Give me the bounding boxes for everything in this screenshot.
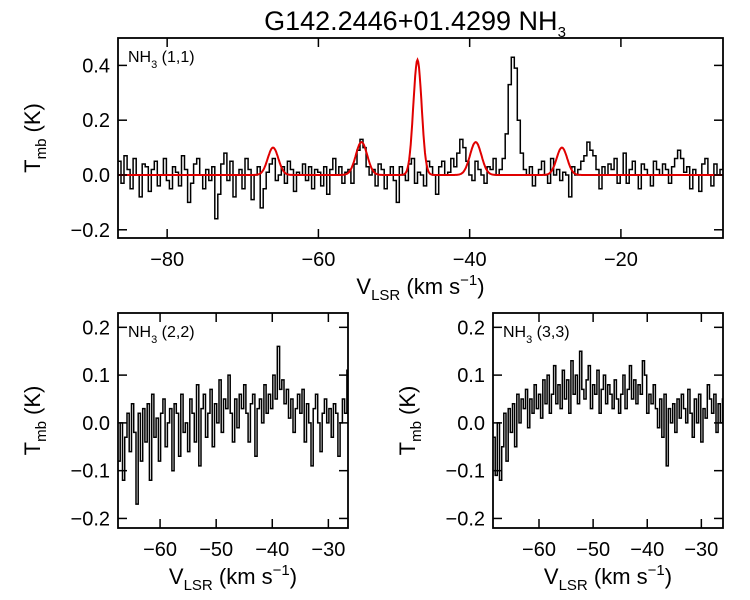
y-tick-label: −0.2 — [71, 220, 110, 242]
plot-frame-panel-1 — [117, 37, 724, 239]
x-tick-label: −20 — [604, 249, 638, 271]
x-tick-label: −50 — [199, 539, 233, 561]
x-axis-label: VLSR (km s−1) — [356, 272, 484, 304]
chart-panel-1: −80 −60 −40 −20 −0.2 0.0 0.2 0.4 NH3 (1,1) VLSR (… — [20, 37, 724, 304]
panel-label: NH3 (2,2) — [128, 324, 195, 346]
x-tick-label: −40 — [255, 539, 289, 561]
panels-group: −80 −60 −40 −20 −0.2 0.0 0.2 0.4 NH3 (1,1) VLSR (… — [20, 37, 724, 594]
y-axis-label-group: Tmb (K) — [20, 103, 50, 173]
y-tick-label: −0.2 — [71, 508, 110, 530]
figure-title: G142.2446+01.4299 NH3 — [264, 6, 566, 41]
x-axis-label: VLSR (km s−1) — [544, 562, 672, 594]
x-tick-label: −50 — [576, 539, 610, 561]
chart-panel-3: −60 −50 −40 −30 −0.2 −0.1 0.0 0.1 0.2 NH3 (3,3) VL… — [395, 312, 724, 594]
y-tick-label: −0.1 — [71, 461, 110, 483]
x-tick-label: −40 — [630, 539, 664, 561]
x-tick-label: −30 — [684, 539, 718, 561]
x-tick-label: −30 — [311, 539, 345, 561]
x-axis-label: VLSR (km s−1) — [169, 562, 297, 594]
x-tick-label: −40 — [453, 249, 487, 271]
spectrum-line-panel-2 — [118, 345, 348, 505]
x-tick-label: −60 — [143, 539, 177, 561]
y-tick-label: −0.2 — [446, 508, 485, 530]
y-tick-label: 0.4 — [82, 55, 110, 77]
y-axis-label: Tmb (K) — [395, 386, 425, 456]
y-tick-label: 0.1 — [82, 365, 110, 387]
spectrum-line-panel-3 — [493, 350, 723, 481]
x-tick-label: −80 — [150, 249, 184, 271]
plot-frame-panel-3 — [492, 312, 724, 529]
x-tick-label: −60 — [522, 539, 556, 561]
spectrum-line-panel-1 — [118, 56, 723, 220]
y-tick-label: 0.2 — [457, 317, 485, 339]
y-tick-label: 0.2 — [82, 317, 110, 339]
y-axis-label-group: Tmb (K) — [395, 386, 425, 456]
y-tick-label: 0.1 — [457, 365, 485, 387]
y-axis-label: Tmb (K) — [20, 386, 50, 456]
y-tick-label: 0.0 — [82, 413, 110, 435]
model-fit-line — [118, 57, 723, 176]
y-axis-label: Tmb (K) — [20, 103, 50, 173]
x-tick-label: −60 — [301, 249, 335, 271]
chart-panel-2: −60 −50 −40 −30 −0.2 −0.1 0.0 0.1 0.2 NH3 (2,2) VL… — [20, 312, 349, 594]
y-tick-label: 0.0 — [457, 413, 485, 435]
panel-label: NH3 (1,1) — [128, 49, 195, 71]
y-tick-label: 0.0 — [82, 165, 110, 187]
y-axis-label-group: Tmb (K) — [20, 386, 50, 456]
y-tick-label: 0.2 — [82, 110, 110, 132]
plot-frame-panel-2 — [117, 312, 349, 529]
y-tick-label: −0.1 — [446, 461, 485, 483]
panel-label: NH3 (3,3) — [503, 324, 570, 346]
